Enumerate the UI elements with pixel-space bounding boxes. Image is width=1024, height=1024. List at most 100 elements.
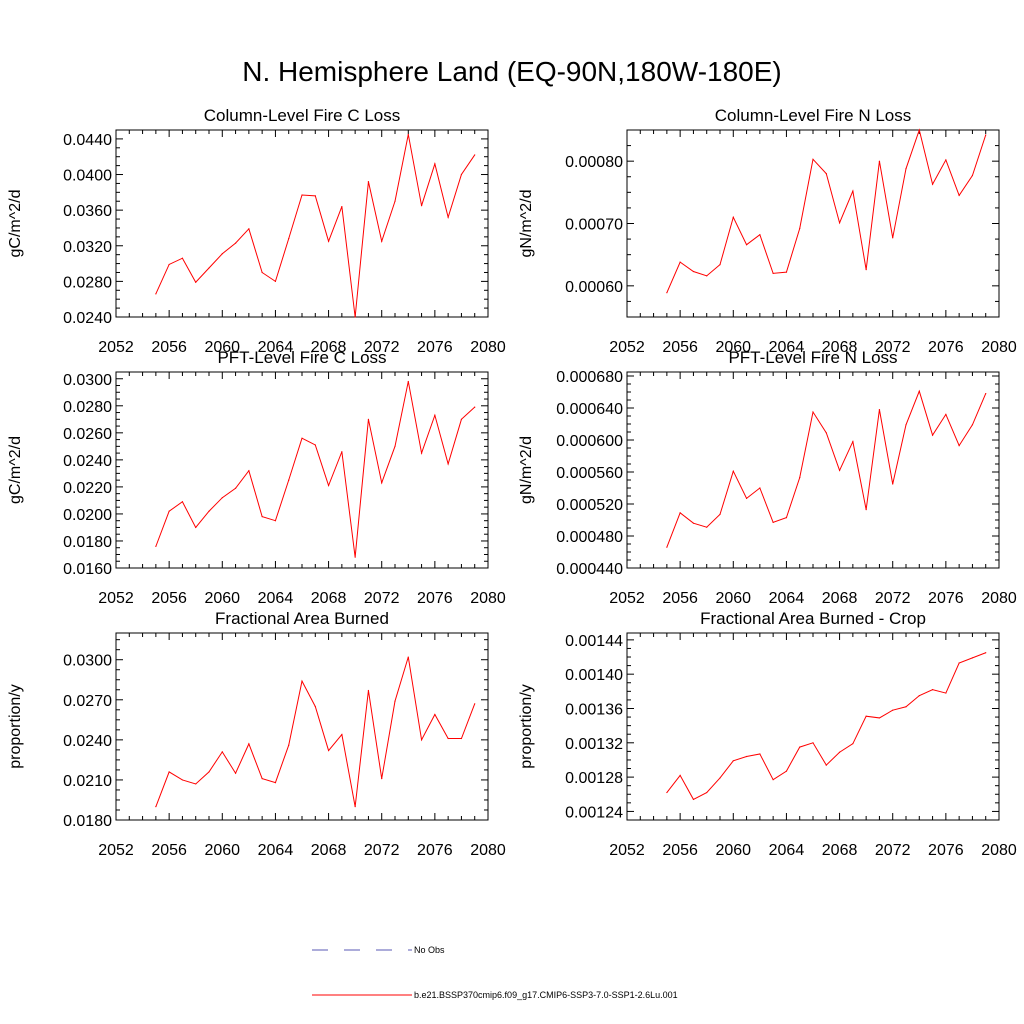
data-point xyxy=(745,497,748,499)
data-point xyxy=(474,154,476,156)
data-point xyxy=(666,292,668,294)
data-point xyxy=(759,487,761,489)
plot-frame xyxy=(115,371,489,569)
x-tick-label: 2064 xyxy=(258,590,294,607)
x-tick-label: 2076 xyxy=(928,590,964,607)
data-point xyxy=(420,205,423,207)
data-point xyxy=(354,316,356,318)
data-point xyxy=(759,234,761,236)
chart-panel-6: 2052 2056 2060 2064 2068 2072 2076 2080 0.00124 0… xyxy=(518,609,1017,859)
chart-panel-4: 2052 2056 2060 2064 2068 2072 2076 2080 0.000440… xyxy=(518,348,1017,607)
x-tick-label: 2064 xyxy=(769,590,805,607)
x-tick-label: 2056 xyxy=(662,339,698,356)
data-point xyxy=(168,771,170,773)
y-tick-label: 0.0220 xyxy=(63,480,112,497)
data-point xyxy=(825,432,827,434)
chart-panel-5: 2052 2056 2060 2064 2068 2072 2076 2080 0.0180 0.… xyxy=(7,609,506,859)
data-point xyxy=(931,434,934,436)
data-point xyxy=(288,479,290,481)
data-point xyxy=(367,418,370,420)
x-tick-label: 2056 xyxy=(662,590,698,607)
data-point xyxy=(878,717,881,719)
y-tick-label: 0.0180 xyxy=(63,813,112,830)
data-point xyxy=(434,163,436,165)
data-point xyxy=(407,380,409,383)
chart-panel-1: 2052 2056 2060 2064 2068 2072 2076 2080 0.0240 0.… xyxy=(7,106,506,356)
data-point xyxy=(168,263,170,266)
data-point xyxy=(181,257,184,259)
data-point xyxy=(706,791,708,794)
x-tick-label: 2052 xyxy=(609,590,645,607)
data-point xyxy=(434,713,436,716)
y-tick-label: 0.0360 xyxy=(63,203,112,220)
data-point xyxy=(679,774,681,776)
data-point xyxy=(918,390,920,392)
data-point xyxy=(181,779,184,781)
panel-title: Column-Level Fire C Loss xyxy=(204,106,401,125)
data-point xyxy=(234,772,237,774)
y-tick-label: 0.0320 xyxy=(63,239,112,256)
data-point xyxy=(407,656,409,658)
data-point xyxy=(301,680,303,682)
chart-panel-3: 2052 2056 2060 2064 2068 2072 2076 2080 0.0160 0.… xyxy=(7,348,506,607)
x-tick-label: 2052 xyxy=(609,842,645,859)
data-point xyxy=(931,183,934,185)
x-tick-label: 2080 xyxy=(470,590,506,607)
x-tick-label: 2068 xyxy=(311,590,347,607)
data-point xyxy=(327,240,330,242)
plot-frame xyxy=(626,632,1000,821)
data-point xyxy=(825,173,827,175)
x-tick-label: 2076 xyxy=(417,590,453,607)
data-point xyxy=(248,228,250,230)
data-point xyxy=(772,779,774,781)
x-tick-label: 2080 xyxy=(981,842,1017,859)
panel-title: Fractional Area Burned - Crop xyxy=(700,609,926,628)
legend-label: b.e21.BSSP370cmip6.f09_g17.CMIP6-SSP3-7.… xyxy=(414,990,678,1000)
data-point xyxy=(381,482,383,484)
data-point xyxy=(865,509,867,511)
data-point xyxy=(447,737,449,740)
x-tick-label: 2060 xyxy=(204,590,240,607)
data-point xyxy=(878,160,881,162)
panel-title: Fractional Area Burned xyxy=(215,609,389,628)
series-line xyxy=(155,381,476,558)
plot-frame xyxy=(626,129,1000,318)
data-point xyxy=(221,253,223,255)
y-axis-label: gC/m^2/d xyxy=(7,190,24,258)
x-tick-label: 2056 xyxy=(151,339,187,356)
data-point xyxy=(865,715,867,717)
data-point xyxy=(367,689,370,692)
data-point xyxy=(838,751,841,753)
data-point xyxy=(248,470,250,472)
y-axis-label: gC/m^2/d xyxy=(7,436,24,504)
data-point xyxy=(759,753,761,755)
x-tick-label: 2052 xyxy=(98,590,134,607)
data-point xyxy=(679,261,681,263)
y-tick-label: 0.0280 xyxy=(63,399,112,416)
data-point xyxy=(958,194,960,197)
x-tick-label: 2068 xyxy=(311,339,347,356)
y-tick-label: 0.0240 xyxy=(63,733,112,750)
data-point xyxy=(958,445,960,447)
data-point xyxy=(314,705,316,708)
data-point xyxy=(288,238,290,240)
data-point xyxy=(772,272,774,274)
data-point xyxy=(745,244,748,246)
data-point xyxy=(905,706,907,708)
data-point xyxy=(945,692,947,694)
data-point xyxy=(460,418,463,420)
data-point xyxy=(971,424,974,426)
figure-title: N. Hemisphere Land (EQ-90N,180W-180E) xyxy=(242,56,782,87)
y-tick-label: 0.0180 xyxy=(63,534,112,551)
data-point xyxy=(327,484,330,487)
x-tick-label: 2072 xyxy=(364,339,400,356)
data-point xyxy=(195,783,197,785)
x-tick-label: 2060 xyxy=(715,842,751,859)
data-point xyxy=(985,393,987,395)
data-point xyxy=(785,271,788,273)
data-point xyxy=(706,275,708,277)
data-point xyxy=(852,441,854,443)
data-point xyxy=(692,522,695,524)
y-tick-label: 0.00140 xyxy=(565,667,623,684)
